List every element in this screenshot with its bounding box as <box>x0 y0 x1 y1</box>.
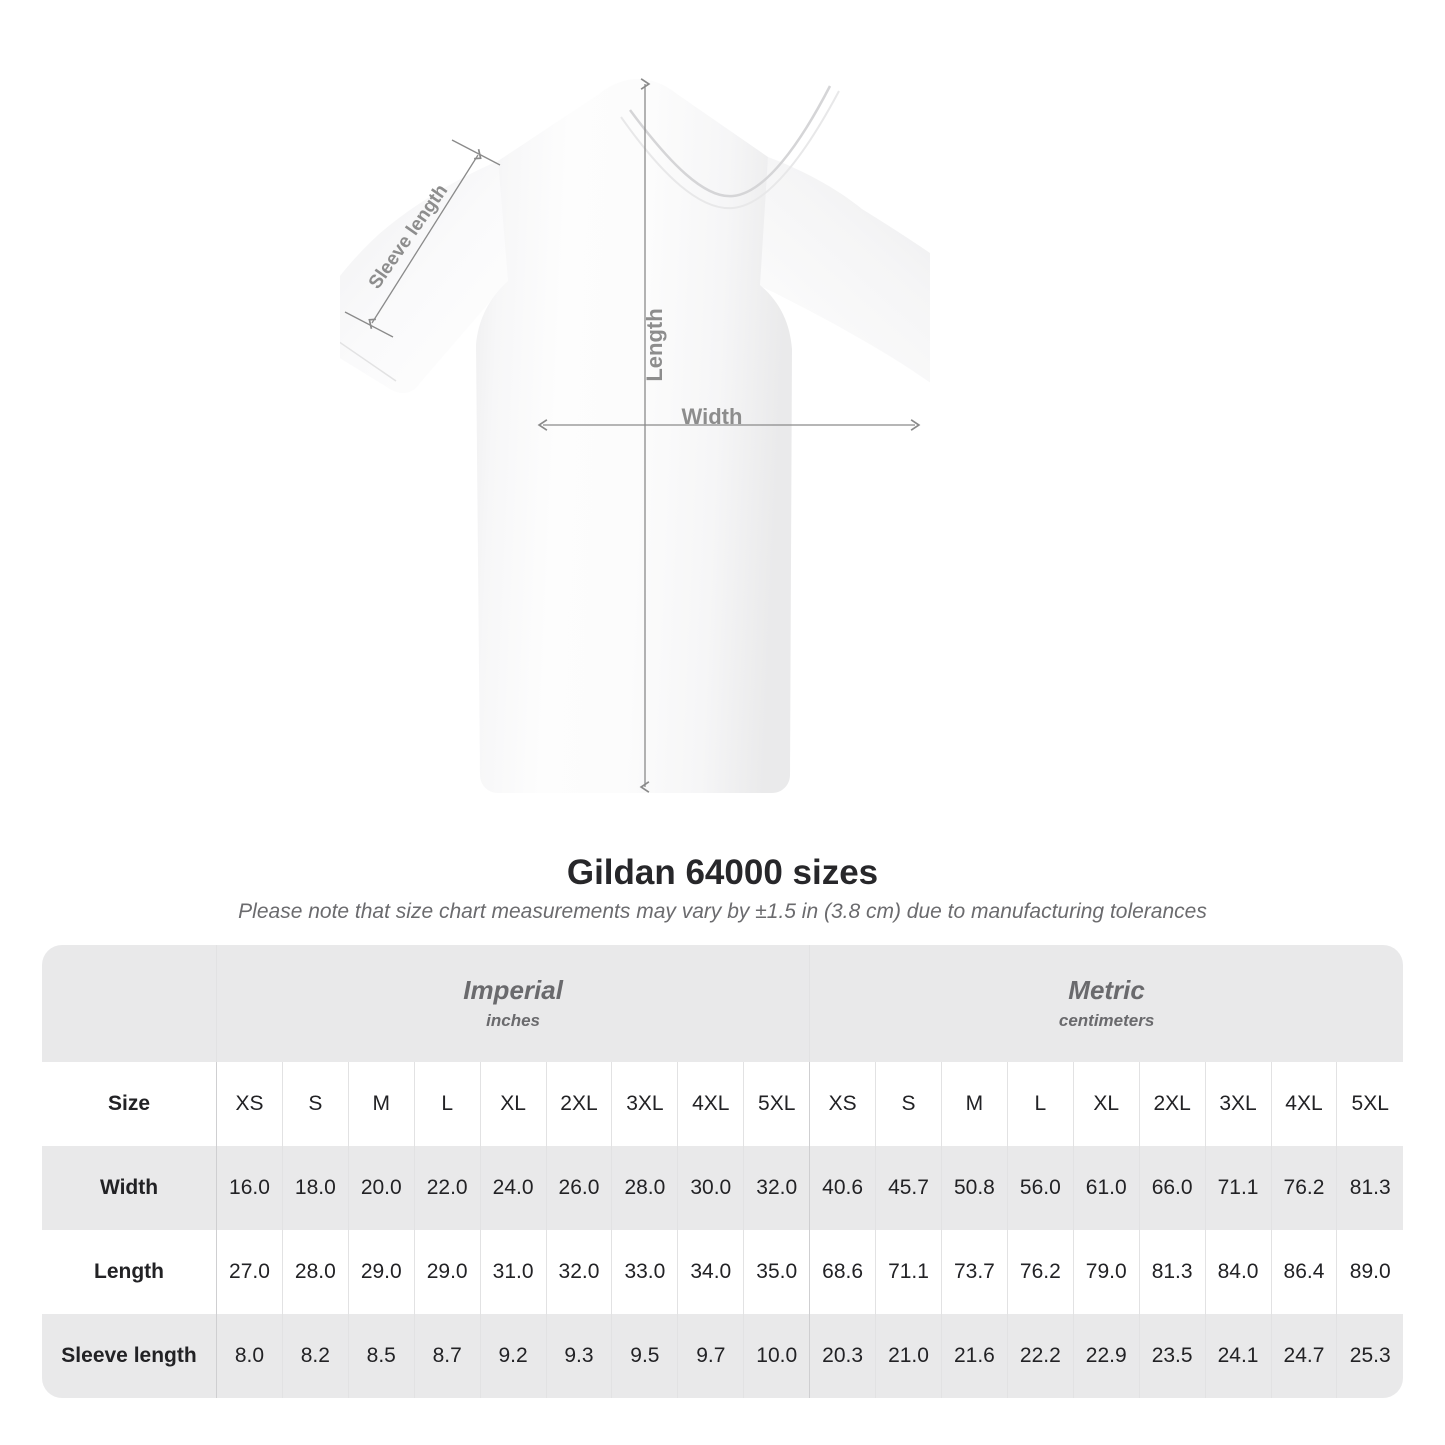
svg-text:Width: Width <box>682 404 743 429</box>
svg-text:Length: Length <box>642 308 667 381</box>
svg-text:Sleeve length: Sleeve length <box>365 181 452 293</box>
